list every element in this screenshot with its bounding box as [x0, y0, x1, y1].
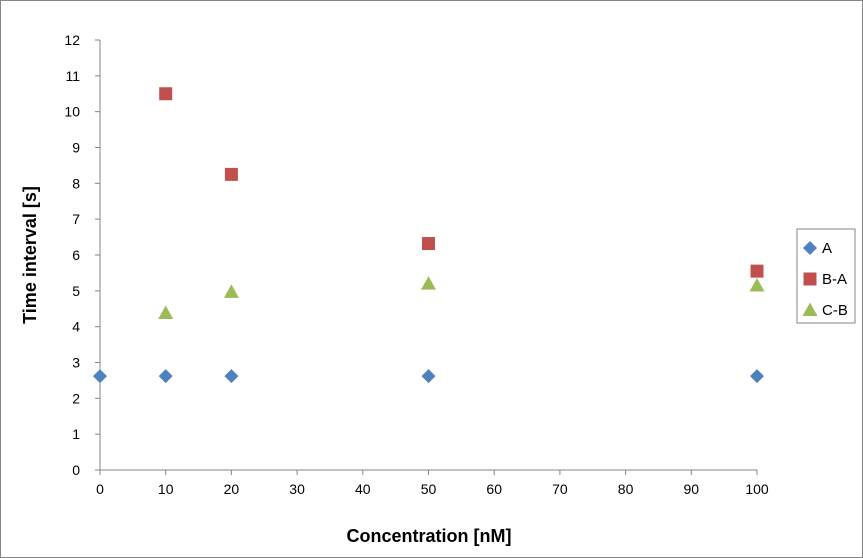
data-point: [421, 276, 436, 290]
y-axis-title: Time interval [s]: [20, 186, 40, 324]
x-tick-label: 30: [289, 481, 305, 497]
legend-label: B-A: [822, 271, 847, 288]
x-tick-label: 100: [745, 481, 769, 497]
y-tick-label: 1: [72, 426, 80, 442]
legend-label: C-B: [822, 302, 848, 319]
y-tick-label: 8: [72, 175, 80, 191]
data-point: [223, 284, 239, 298]
y-tick-label: 3: [72, 355, 80, 371]
x-axis-title: Concentration [nM]: [347, 526, 512, 546]
x-tick-label: 10: [158, 481, 174, 497]
data-point: [750, 264, 764, 278]
data-point: [93, 369, 107, 384]
data-point: [421, 369, 436, 384]
x-tick-label: 50: [421, 481, 437, 497]
y-tick-label: 11: [65, 68, 80, 84]
y-tick-label: 6: [72, 247, 80, 263]
legend-label: A: [822, 240, 832, 257]
legend-marker: [802, 302, 818, 316]
data-point: [159, 87, 173, 101]
data-points: [93, 87, 765, 384]
data-point: [158, 305, 174, 320]
data-point: [224, 369, 239, 384]
x-tick-label: 40: [355, 481, 371, 497]
data-point: [749, 277, 765, 292]
data-point: [158, 369, 173, 384]
legend: A B-A C-B: [796, 228, 856, 324]
axes: [99, 40, 757, 471]
data-point: [224, 167, 238, 181]
x-tick-label: 70: [552, 481, 568, 497]
legend-marker: [803, 272, 817, 286]
data-point: [750, 369, 764, 384]
x-tick-label: 0: [96, 481, 104, 497]
y-tick-label: 0: [72, 462, 80, 478]
x-ticks: 0 10 20 30 40 50 60 70 80 90 100: [96, 470, 769, 497]
data-point: [422, 237, 435, 251]
y-tick-label: 2: [72, 390, 80, 406]
y-tick-label: 5: [72, 283, 80, 299]
y-tick-label: 12: [64, 32, 80, 48]
y-tick-label: 10: [64, 104, 80, 120]
y-tick-label: 7: [72, 211, 80, 227]
x-tick-label: 90: [684, 481, 700, 497]
y-tick-label: 9: [72, 140, 80, 156]
x-tick-label: 60: [486, 481, 502, 497]
y-tick-label: 4: [72, 319, 80, 335]
x-tick-label: 20: [224, 481, 240, 497]
legend-marker: [803, 241, 817, 255]
x-tick-label: 80: [618, 481, 634, 497]
